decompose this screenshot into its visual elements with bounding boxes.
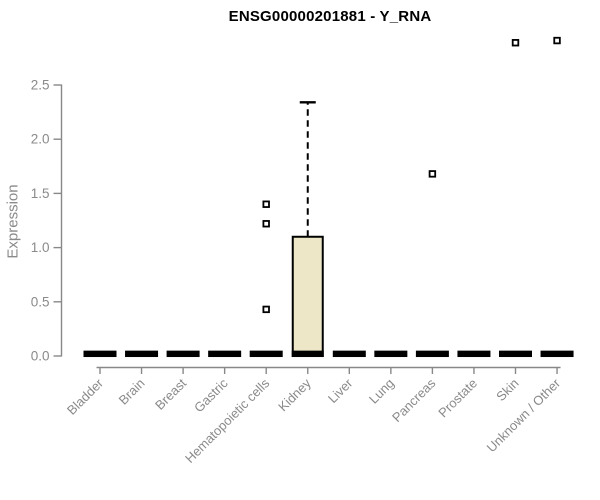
category-label-liver: Liver (325, 375, 356, 406)
y-tick-label: 0.5 (31, 294, 50, 309)
box-collapsed-hematopoietic-cells (249, 350, 283, 358)
median-kidney (291, 350, 324, 358)
box-collapsed-skin (499, 350, 532, 358)
category-label-brain: Brain (116, 376, 148, 408)
box-collapsed-liver (332, 350, 366, 358)
category-label-gastric: Gastric (191, 375, 231, 415)
category-label-prostate: Prostate (435, 376, 480, 421)
y-tick-label: 1.5 (31, 186, 50, 201)
box-collapsed-pancreas (415, 350, 449, 358)
chart-title: ENSG00000201881 - Y_RNA (228, 8, 432, 25)
box-collapsed-prostate (457, 350, 491, 358)
category-label-unknown-other: Unknown / Other (484, 375, 564, 455)
y-tick-label: 1.0 (31, 240, 50, 255)
outlier-point-hematopoietic-cells (262, 200, 270, 208)
box-collapsed-bladder (83, 350, 117, 358)
box-collapsed-breast (166, 350, 200, 358)
y-tick-label: 2.5 (31, 78, 50, 93)
outlier-point-unknown-other (553, 36, 561, 45)
outlier-point-hematopoietic-cells (262, 220, 270, 228)
y-tick-label: 0.0 (31, 349, 50, 364)
category-label-lung: Lung (366, 376, 397, 407)
category-label-kidney: Kidney (275, 375, 314, 414)
box-collapsed-lung (374, 350, 408, 358)
category-label-breast: Breast (152, 375, 189, 412)
box-collapsed-brain (125, 350, 159, 358)
category-label-pancreas: Pancreas (389, 375, 439, 425)
y-tick-label: 2.0 (31, 132, 50, 147)
box-collapsed-unknown-other (540, 350, 574, 358)
category-label-bladder: Bladder (64, 375, 107, 418)
outlier-point-pancreas (428, 170, 437, 178)
outlier-point-hematopoietic-cells (262, 305, 270, 314)
box-collapsed-gastric (208, 350, 242, 358)
category-label-skin: Skin (493, 376, 521, 404)
box-kidney (291, 235, 324, 357)
outlier-point-skin (511, 39, 520, 47)
